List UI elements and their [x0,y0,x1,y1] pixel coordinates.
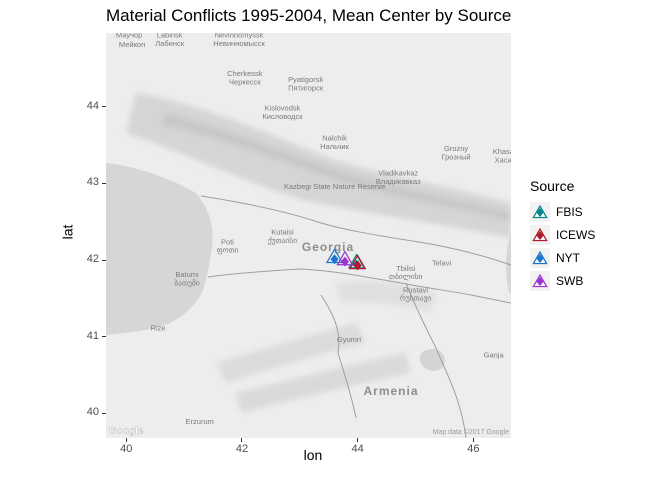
chart-title: Material Conflicts 1995-2004, Mean Cente… [106,6,512,25]
legend-label: NYT [556,250,580,265]
legend-key [530,201,550,222]
marker-outline-nyt [325,248,344,264]
place-label: Rize [151,324,166,333]
country-label-georgia: Georgia [302,240,354,254]
place-label: Batumi [175,270,199,279]
place-label: Пятигорск [288,84,324,93]
map-credit: Map data ©2017 Google [433,428,509,436]
place-label: Rustavi [403,285,428,294]
place-label: ქუთაისი [268,236,297,245]
caspian-sea [506,233,511,293]
x-tick-label: 40 [120,443,133,455]
marker-icews [353,260,362,271]
place-label: Мейкоп [119,40,145,49]
y-tick-mark [102,182,106,184]
country-borders [200,195,511,438]
place-label: ფოთი [217,245,239,254]
place-label: Кисловодск [262,112,303,121]
marker-outline-icews [349,254,367,270]
place-label: Невинномысск [213,39,265,48]
legend-key [530,270,550,291]
legend-key [530,224,550,245]
national-park-label: Kazbegi State Nature Reserve [284,182,385,191]
mountain-relief [126,93,511,413]
legend-label: ICEWS [556,227,596,242]
legend-item-nyt: NYT [530,246,595,269]
x-tick-label: 42 [235,443,249,455]
y-tick-label: 43 [86,176,99,189]
y-axis-title: lat [59,224,76,240]
black-sea [106,163,213,335]
google-logo: Google [109,426,144,437]
place-label: Nevinnomyssk [215,33,264,40]
legend-label: FBIS [556,204,583,219]
place-label: Маучор [116,33,142,40]
place-label: Tbilisi [396,264,416,273]
place-label: Nalchik [322,133,347,142]
place-label: Черкесск [229,77,261,86]
x-tick-mark [125,438,127,442]
place-label: Gyumri [337,335,362,344]
legend-label: SWB [556,273,584,288]
marker-outline-swb [336,250,354,266]
place-label: Labinsk [157,33,183,40]
place-label: Poti [221,238,234,247]
y-tick-mark [102,259,106,261]
x-tick-mark [357,438,359,442]
place-label: Грозный [442,153,471,162]
place-label: Kutaisi [271,228,294,237]
legend-item-fbis: FBIS [530,200,595,223]
x-tick-label: 46 [467,443,480,455]
place-label: Хасав [495,156,511,165]
place-label: Cherkessk [227,69,263,78]
place-label: Владикавказ [376,177,421,186]
y-tick-label: 44 [86,99,99,112]
marker-swb [340,256,349,267]
place-label: Khasav [493,147,511,156]
legend-item-swb: SWB [530,269,595,292]
legend-title: Source [530,178,575,194]
place-label: Ganja [484,350,505,359]
place-label: Лабинск [155,39,184,48]
y-tick-mark [102,336,106,338]
legend-item-icews: ICEWS [530,223,595,246]
place-label: Нальчик [320,142,349,151]
legend: Source FBIS ICEWS NYT SWB [530,178,595,292]
x-tick-mark [472,438,474,442]
y-tick-label: 41 [86,329,99,342]
marker-nyt [330,254,339,265]
country-label-armenia: Armenia [363,384,418,398]
place-label: ბათუმი [174,278,200,287]
y-tick-label: 40 [86,406,99,419]
data-markers [325,248,367,271]
place-label: თბილისი [389,272,423,281]
place-label: Pyatigorsk [288,75,323,84]
y-tick-mark [102,106,106,108]
map-panel[interactable]: Маучор Мейкоп Labinsk Лабинск Nevinnomyssk Не… [106,33,511,438]
x-axis-title: lon [303,447,323,463]
x-tick-mark [241,438,243,442]
place-label: Erzurum [186,417,214,426]
place-label: რუსთავი [400,294,431,303]
place-label: Grozny [444,144,468,153]
y-tick-label: 42 [86,253,99,266]
place-label: Telavi [432,258,452,267]
place-label: Vladikavkaz [378,169,418,178]
place-label: Kislovodsk [265,103,301,112]
x-tick-label: 44 [351,443,364,455]
legend-key [530,247,550,268]
y-tick-mark [102,412,106,414]
